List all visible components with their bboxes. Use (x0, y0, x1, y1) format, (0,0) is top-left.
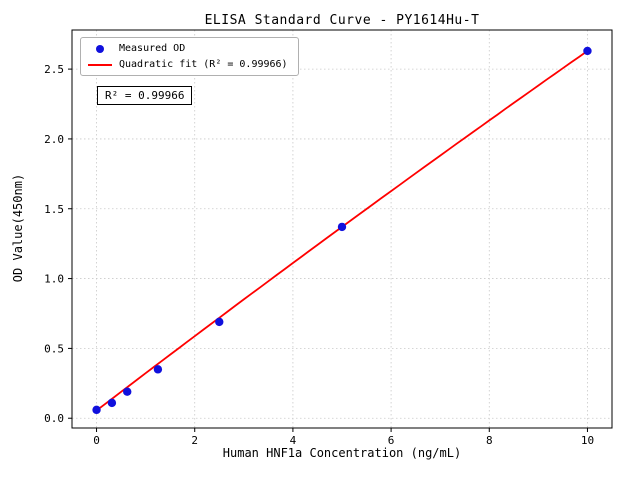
legend-label-quadratic-fit: Quadratic fit (R² = 0.99966) (119, 59, 288, 70)
legend-label-measured-od: Measured OD (119, 43, 186, 54)
legend: Measured OD Quadratic fit (R² = 0.99966) (80, 37, 299, 76)
svg-text:8: 8 (486, 434, 493, 447)
legend-swatch (87, 44, 113, 53)
legend-item-measured-od: Measured OD (87, 43, 288, 54)
measured-od-points (92, 46, 592, 415)
svg-text:4: 4 (290, 434, 297, 447)
svg-text:0.0: 0.0 (44, 412, 64, 425)
tick-marks-and-labels: 0 2 4 6 8 10 0.0 0.5 1.0 1.5 2.0 2.5 (44, 63, 594, 447)
x-axis-label: Human HNF1a Concentration (ng/mL) (222, 446, 462, 460)
chart-title: ELISA Standard Curve - PY1614Hu-T (204, 13, 480, 28)
blue-dot-marker-icon (96, 44, 104, 53)
red-line-marker-icon (88, 63, 112, 66)
svg-text:0: 0 (93, 434, 100, 447)
svg-text:2: 2 (191, 434, 198, 447)
svg-text:1.5: 1.5 (44, 203, 64, 216)
legend-item-quadratic-fit: Quadratic fit (R² = 0.99966) (87, 59, 288, 70)
r-squared-annotation: R² = 0.99966 (97, 86, 193, 105)
svg-text:6: 6 (388, 434, 395, 447)
svg-text:1.0: 1.0 (44, 273, 64, 286)
svg-text:2.5: 2.5 (44, 63, 64, 76)
axes-frame (71, 29, 613, 429)
svg-text:0.5: 0.5 (44, 342, 64, 355)
svg-text:10: 10 (581, 434, 594, 447)
legend-swatch (87, 63, 113, 66)
svg-text:2.0: 2.0 (44, 133, 64, 146)
